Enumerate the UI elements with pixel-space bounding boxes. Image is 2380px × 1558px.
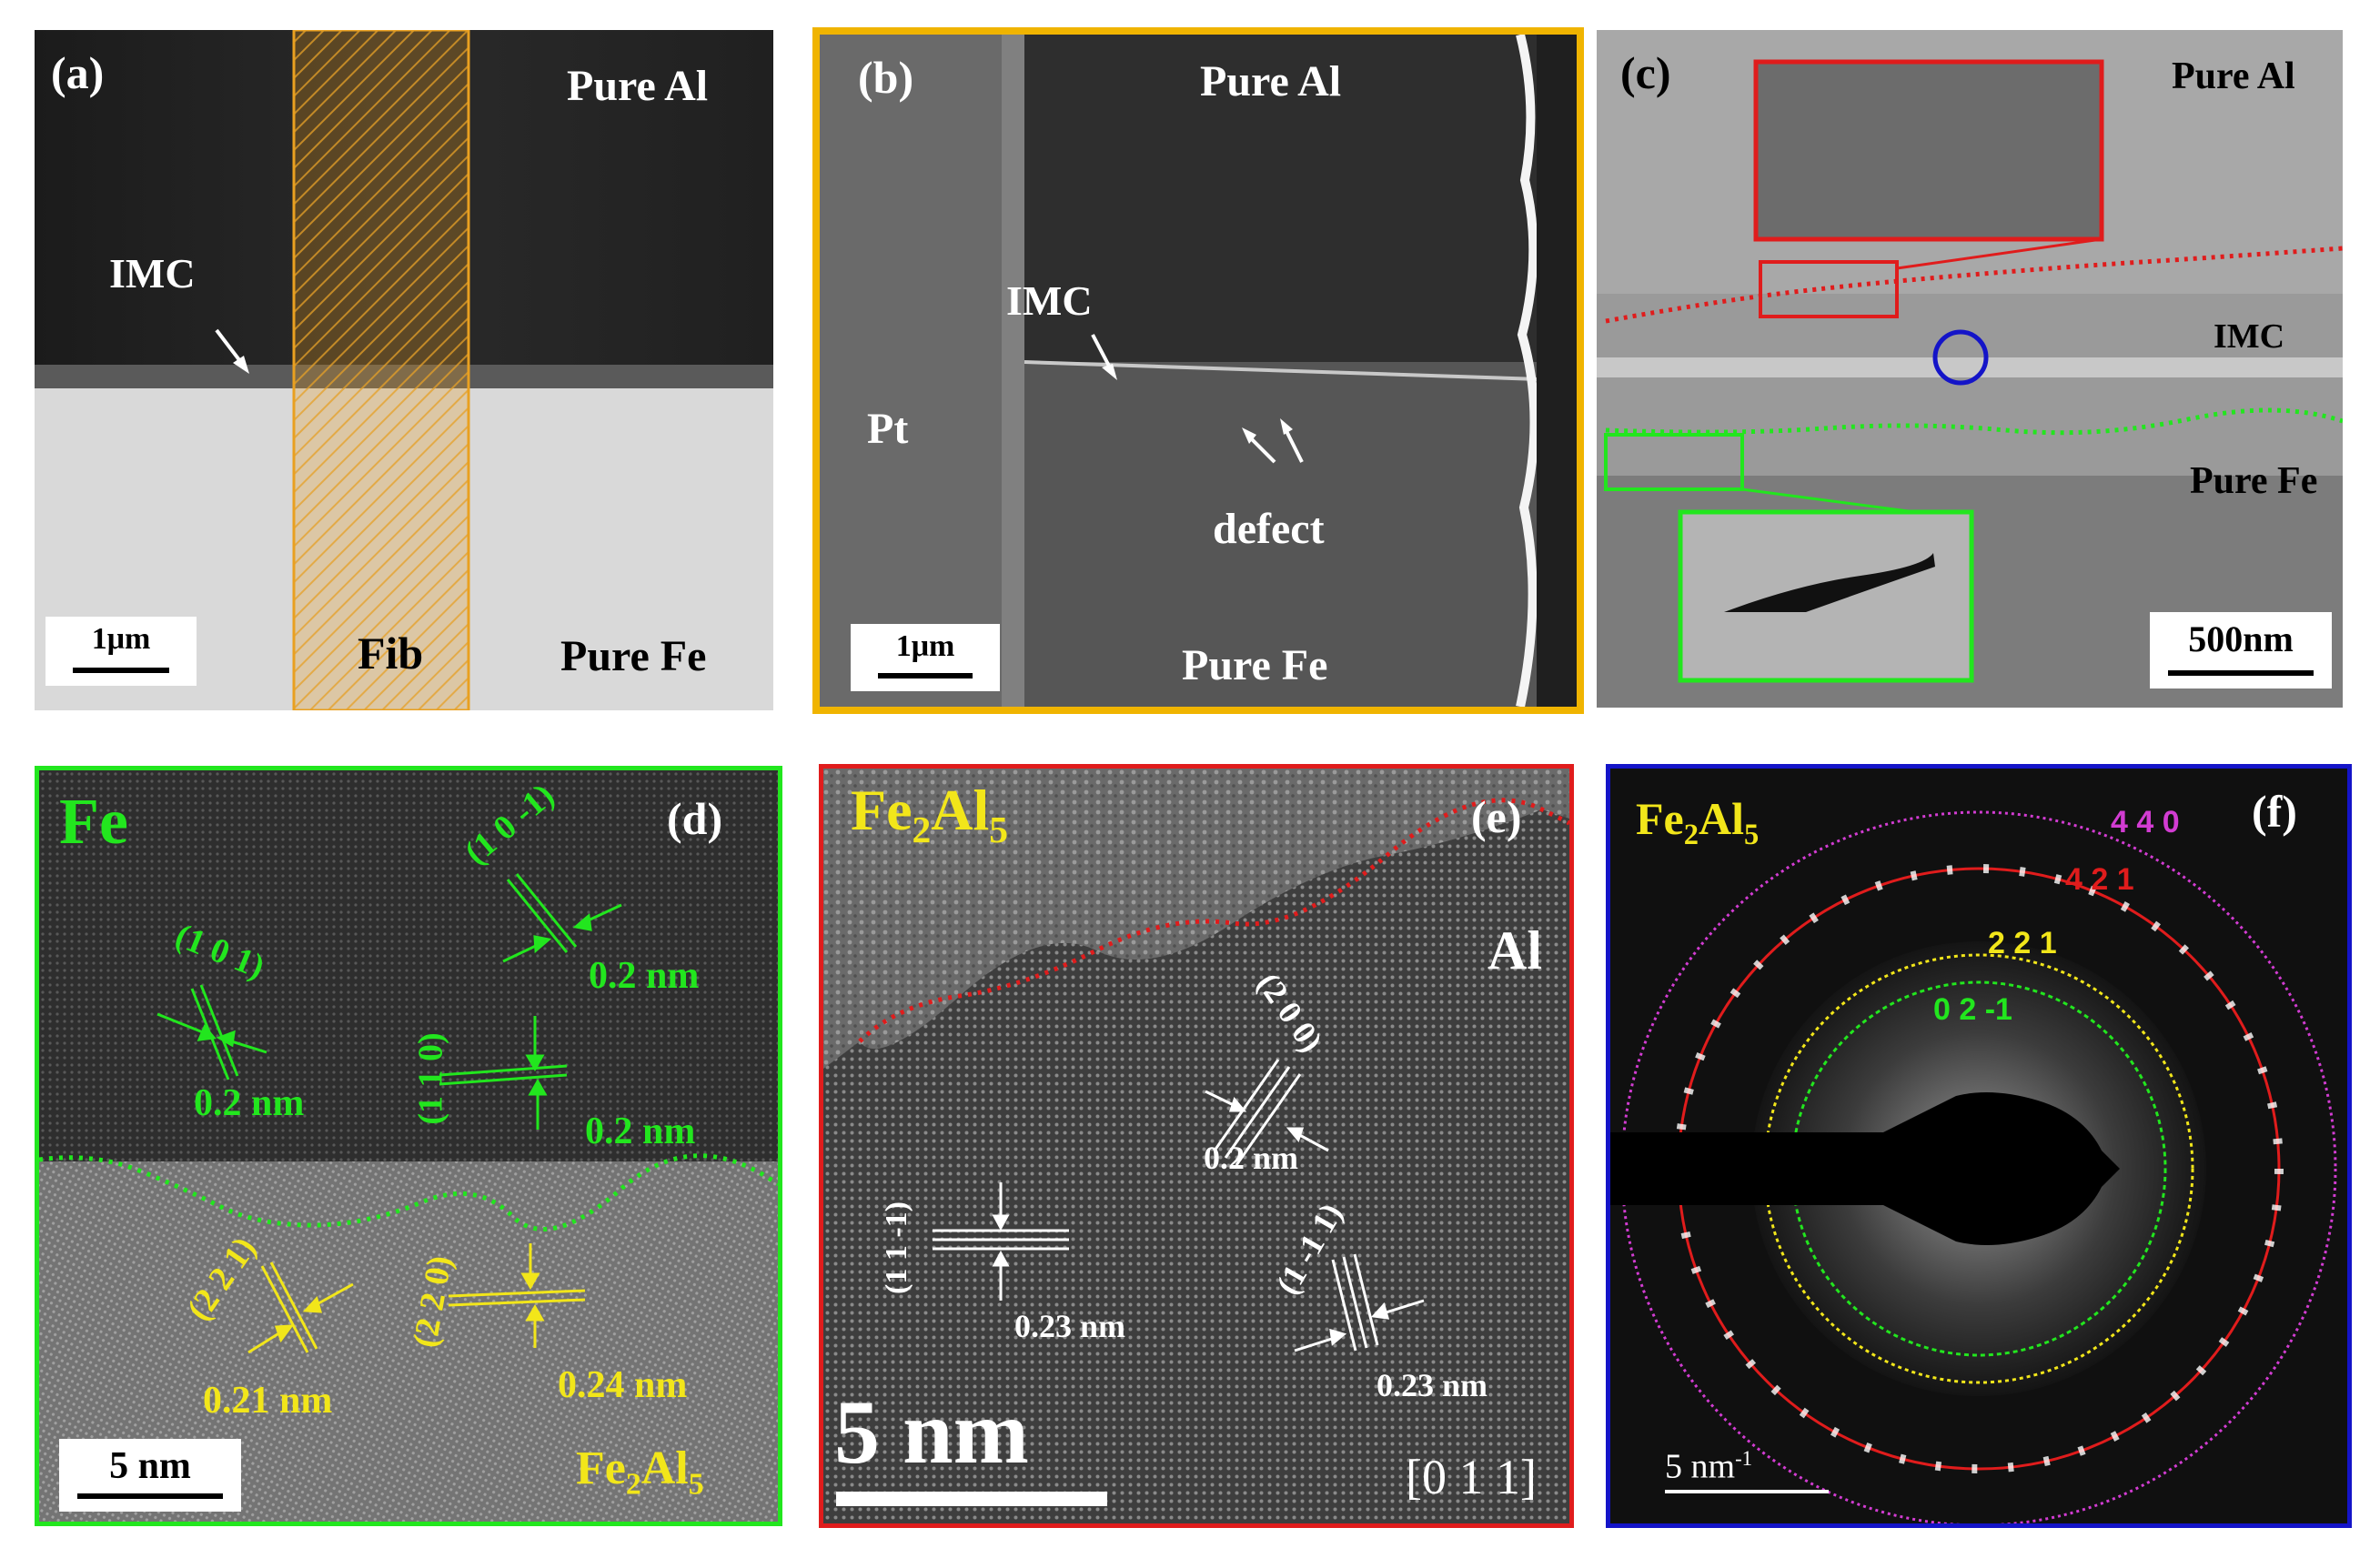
panel-f-phase-label: Fe2Al5 [1636,796,1759,850]
panel-e-phase-sub2: 5 [989,808,1009,850]
panel-c-bottom-phase-label: Pure Fe [2190,460,2318,502]
panel-c-graphic [1597,30,2343,708]
panel-c-scale-bar: 500nm [2150,612,2332,689]
panel-e-phase-sub1: 2 [912,808,932,850]
panel-b-defect-label: defect [1213,505,1325,553]
beam-stop [1610,1092,2120,1245]
panel-f-phase-base: Fe [1636,793,1684,844]
panel-b-tag: (b) [858,52,914,103]
panel-f-scale-base: 5 nm [1665,1447,1736,1486]
panel-b-scale-label: 1μm [895,629,955,663]
panel-e-scale-bar [836,1492,1107,1506]
panel-c-tem-image: (c) Pure Al IMC Pure Fe 500nm [1597,30,2343,708]
panel-e-phase-label: Fe2Al5 [851,781,1008,849]
panel-f-phase-mid: Al [1698,793,1744,844]
panel-b-scale-bar: 1μm [851,624,1000,691]
panel-e-phase-base: Fe [851,778,913,842]
panel-b-bottom-phase-label: Pure Fe [1182,641,1328,689]
panel-b-imc-label: IMC [1006,277,1093,324]
panel-e-al-label: Al [1488,920,1542,980]
panel-f-scale-sup: -1 [1735,1447,1753,1470]
panel-c-tag: (c) [1620,47,1671,98]
panel-f-tag: (f) [2252,786,2297,837]
ring-440-label: 4 4 0 [2111,805,2180,839]
panel-d-d-110-label: 0.2 nm [585,1111,696,1152]
panel-a-graphic [35,30,773,710]
panel-f-graphic [1610,810,2337,1523]
panel-e-tag: (e) [1471,791,1522,842]
panel-b-pt-label: Pt [867,405,909,453]
panel-e-graphic [823,769,1569,1523]
panel-a-scale-bar: 1μm [45,617,197,686]
panel-d-phase-bottom-mid: Al [640,1442,689,1494]
panel-e-phase-mid: Al [931,778,990,842]
panel-b-graphic [820,35,1577,707]
panel-b-sem-image: (b) Pure Al IMC Pt defect Pure Fe 1μm [812,27,1584,714]
panel-a-sem-image: (a) Pure Al IMC Fib Pure Fe 1μm [35,30,773,710]
ring-02m1-label: 0 2 -1 [1933,992,2012,1027]
panel-a-bottom-phase-label: Pure Fe [560,632,707,680]
ring-221-label: 2 2 1 [1988,926,2057,960]
panel-d-hrtem-image: Fe (d) (1 0 1) 0.2 nm (1 0 -1) 0.2 nm (1… [35,766,782,1526]
ring-421-label: 4 2 1 [2065,862,2134,897]
panel-f-saed-pattern: Fe2Al5 (f) 4 4 0 4 2 1 2 2 1 0 2 -1 5 nm… [1606,764,2352,1528]
panel-a-scale-label: 1μm [91,622,151,656]
panel-f-scale-label: 5 nm-1 [1665,1447,1753,1486]
panel-b-top-phase-label: Pure Al [1200,57,1342,106]
panel-d-d-101-label: 0.2 nm [194,1082,305,1124]
panel-e-d-1m11-label: 0.23 nm [1377,1367,1488,1403]
panel-e-zone-axis-label: [0 1 1] [1406,1450,1537,1504]
panel-a-top-phase-label: Pure Al [567,62,709,110]
ring-440 [1620,810,2337,1523]
panel-f-phase-sub2: 5 [1743,819,1760,851]
panel-f-phase-sub1: 2 [1683,819,1699,851]
panel-d-phase-bottom-base: Fe [576,1442,626,1494]
panel-c-top-phase-label: Pure Al [2172,55,2295,97]
panel-a-fib-label: Fib [358,628,424,678]
panel-d-phase-bottom-sub2: 5 [688,1467,704,1502]
panel-e-d-200-label: 0.2 nm [1204,1140,1299,1176]
panel-d-tag: (d) [667,793,723,844]
panel-e-d-11m1-label: 0.23 nm [1014,1308,1126,1344]
panel-a-tag: (a) [51,47,105,98]
panel-d-phase-bottom-sub1: 2 [625,1467,641,1502]
panel-e-scale-label: 5 nm [834,1382,1029,1483]
panel-d-d-221-label: 0.21 nm [203,1380,333,1422]
panel-d-phase-top-label: Fe [59,785,128,858]
panel-d-scale-bar: 5 nm [59,1439,241,1512]
panel-c-imc-label: IMC [2214,317,2285,356]
panel-d-scale-label: 5 nm [109,1445,191,1487]
panel-c-scale-label: 500nm [2188,618,2294,659]
panel-d-d-220-label: 0.24 nm [558,1364,688,1406]
panel-e-hrtem-image: Fe2Al5 (e) Al (2 0 0) 0.2 nm (1 1 -1) 0.… [819,764,1574,1528]
panel-a-imc-label: IMC [109,250,196,297]
panel-d-d-10m1-label: 0.2 nm [589,955,700,997]
panel-e-plane-11m1-label: (1 1 -1) [879,1201,913,1294]
panel-d-phase-bottom-label: Fe2Al5 [576,1445,704,1500]
panel-d-plane-110-label: (1 1 0) [411,1032,450,1125]
